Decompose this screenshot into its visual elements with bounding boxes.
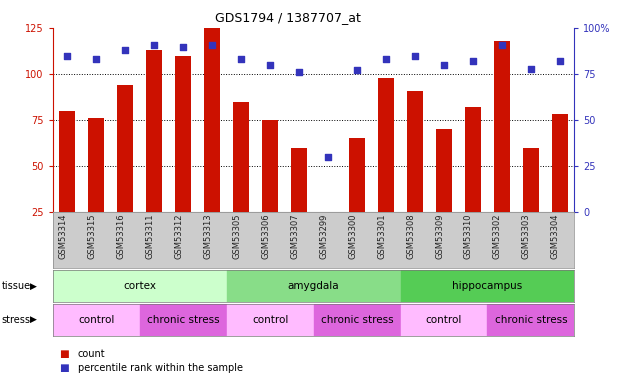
Text: GSM53316: GSM53316 — [116, 214, 125, 259]
Text: GSM53300: GSM53300 — [348, 214, 357, 259]
Bar — [407, 91, 423, 212]
Bar — [233, 102, 249, 212]
Text: chronic stress: chronic stress — [495, 315, 567, 325]
Text: GSM53315: GSM53315 — [88, 214, 96, 259]
Bar — [147, 50, 162, 212]
Point — [91, 56, 101, 62]
Point — [526, 66, 536, 72]
Bar — [175, 56, 191, 212]
Bar — [117, 85, 134, 212]
Point — [149, 42, 159, 48]
Bar — [494, 41, 510, 212]
Point — [236, 56, 246, 62]
Text: GSM53312: GSM53312 — [175, 214, 183, 259]
Bar — [204, 28, 220, 212]
Text: GSM53310: GSM53310 — [464, 214, 473, 259]
Text: GSM53304: GSM53304 — [551, 214, 560, 259]
Point — [207, 42, 217, 48]
Bar — [465, 107, 481, 212]
Text: GSM53311: GSM53311 — [145, 214, 154, 259]
Text: GSM53309: GSM53309 — [435, 214, 444, 259]
Text: chronic stress: chronic stress — [147, 315, 219, 325]
Point — [294, 69, 304, 75]
Bar — [487, 304, 574, 336]
Text: GSM53301: GSM53301 — [377, 214, 386, 259]
Text: GSM53305: GSM53305 — [232, 214, 241, 259]
Point — [410, 53, 420, 59]
Point — [439, 62, 449, 68]
Bar — [320, 212, 336, 217]
Text: GSM53302: GSM53302 — [493, 214, 502, 259]
Point — [62, 53, 72, 59]
Point — [323, 154, 333, 160]
Text: ▶: ▶ — [30, 281, 37, 290]
Bar — [53, 270, 227, 302]
Bar — [523, 148, 539, 212]
Text: tissue: tissue — [2, 281, 31, 291]
Text: percentile rank within the sample: percentile rank within the sample — [78, 363, 243, 373]
Text: chronic stress: chronic stress — [321, 315, 393, 325]
Bar — [53, 304, 140, 336]
Bar — [401, 304, 487, 336]
Bar — [314, 304, 401, 336]
Text: hippocampus: hippocampus — [452, 281, 523, 291]
Text: ▶: ▶ — [30, 315, 37, 324]
Point — [265, 62, 275, 68]
Text: GSM53307: GSM53307 — [290, 214, 299, 259]
Bar — [349, 138, 365, 212]
Point — [555, 58, 565, 64]
Text: cortex: cortex — [123, 281, 156, 291]
Point — [120, 47, 130, 53]
Text: control: control — [252, 315, 288, 325]
Bar — [401, 270, 574, 302]
Text: amygdala: amygdala — [288, 281, 340, 291]
Text: GSM53303: GSM53303 — [522, 214, 531, 259]
Point — [381, 56, 391, 62]
Bar — [140, 304, 227, 336]
Point — [497, 42, 507, 48]
Bar — [60, 111, 75, 212]
Bar — [227, 270, 401, 302]
Text: ■: ■ — [59, 350, 69, 359]
Bar — [227, 304, 314, 336]
Bar — [378, 78, 394, 212]
Text: GSM53314: GSM53314 — [58, 214, 67, 259]
Text: GSM53299: GSM53299 — [319, 214, 328, 259]
Text: count: count — [78, 350, 105, 359]
Point — [468, 58, 478, 64]
Text: ■: ■ — [59, 363, 69, 373]
Text: GSM53306: GSM53306 — [261, 214, 270, 259]
Bar — [262, 120, 278, 212]
Text: GSM53308: GSM53308 — [406, 214, 415, 259]
Text: control: control — [426, 315, 462, 325]
Bar — [552, 114, 568, 212]
Text: control: control — [78, 315, 114, 325]
Bar — [291, 148, 307, 212]
Bar — [436, 129, 452, 212]
Text: GDS1794 / 1387707_at: GDS1794 / 1387707_at — [215, 11, 360, 24]
Point — [178, 44, 188, 50]
Text: stress: stress — [2, 315, 31, 325]
Bar — [88, 118, 104, 212]
Text: GSM53313: GSM53313 — [203, 214, 212, 259]
Point — [352, 68, 362, 74]
